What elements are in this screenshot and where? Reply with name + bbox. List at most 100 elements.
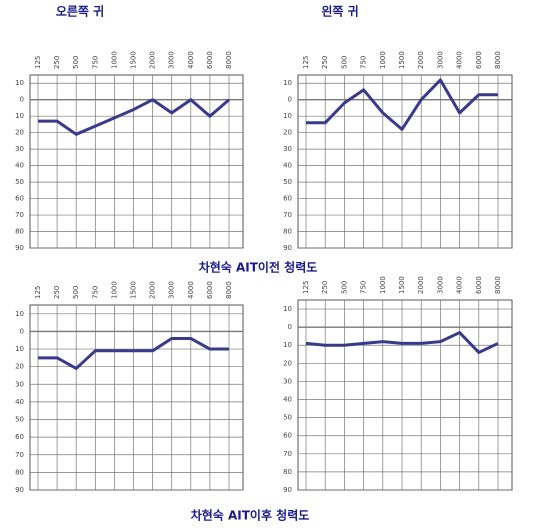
x-tick-label: 3000	[168, 51, 176, 69]
x-tick-label: 500	[340, 281, 348, 294]
x-tick-label: 3000	[168, 281, 176, 299]
y-tick-label: 10	[283, 341, 292, 349]
y-tick-label: 10	[283, 112, 292, 120]
x-tick-label: 6000	[475, 51, 483, 69]
x-tick-label: 1000	[379, 276, 387, 294]
x-tick-label: 750	[91, 56, 99, 69]
x-tick-label: 4000	[456, 51, 464, 69]
y-tick-label: 0	[20, 327, 24, 335]
y-tick-label: 40	[283, 396, 292, 404]
y-tick-label: 40	[283, 162, 292, 170]
column-heading: 오른쪽 귀	[56, 4, 104, 19]
y-tick-label: 80	[15, 468, 24, 476]
plot-frame	[297, 74, 513, 249]
plot-frame	[29, 304, 244, 491]
y-tick-label: 80	[283, 468, 292, 476]
x-tick-label: 750	[91, 286, 99, 299]
row-caption: 차현숙 AIT이전 청력도	[199, 260, 318, 275]
x-tick-label: 250	[321, 281, 329, 294]
y-tick-label: 50	[15, 416, 24, 424]
plot-frame	[29, 74, 244, 249]
y-tick-label: 90	[283, 244, 292, 252]
x-tick-label: 1000	[110, 51, 118, 69]
x-tick-label: 250	[321, 56, 329, 69]
y-tick-label: 20	[15, 129, 24, 137]
plot-frame	[297, 299, 513, 491]
y-tick-label: 10	[15, 112, 24, 120]
y-tick-label: 0	[288, 323, 292, 331]
hearing-line	[305, 331, 499, 354]
hearing-line	[306, 78, 498, 131]
y-tick-label: 20	[15, 363, 24, 371]
y-tick-label: 90	[15, 244, 24, 252]
x-tick-label: 3000	[436, 51, 444, 69]
y-tick-label: 80	[15, 228, 24, 236]
x-tick-label: 4000	[187, 51, 195, 69]
y-tick-label: 10	[283, 305, 292, 313]
x-tick-label: 500	[72, 286, 80, 299]
x-tick-label: 500	[72, 56, 80, 69]
y-tick-label: 60	[15, 433, 24, 441]
x-tick-label: 8000	[225, 51, 233, 69]
x-tick-label: 125	[302, 56, 310, 69]
y-tick-label: 10	[15, 345, 24, 353]
y-tick-label: 0	[20, 96, 24, 104]
y-tick-label: 10	[15, 310, 24, 318]
column-heading: 왼쪽 귀	[321, 4, 358, 19]
x-tick-label: 125	[302, 281, 310, 294]
x-tick-label: 4000	[456, 276, 464, 294]
x-tick-label: 8000	[225, 281, 233, 299]
y-tick-label: 40	[15, 162, 24, 170]
x-tick-label: 2000	[149, 51, 157, 69]
x-tick-label: 250	[53, 56, 61, 69]
x-tick-label: 500	[340, 56, 348, 69]
y-tick-label: 10	[283, 79, 292, 87]
y-tick-label: 80	[283, 228, 292, 236]
y-tick-label: 50	[15, 178, 24, 186]
x-tick-label: 6000	[475, 276, 483, 294]
y-tick-label: 70	[15, 451, 24, 459]
x-tick-label: 250	[53, 286, 61, 299]
x-tick-label: 750	[360, 281, 368, 294]
x-tick-label: 2000	[149, 281, 157, 299]
y-tick-label: 60	[15, 195, 24, 203]
x-tick-label: 125	[34, 286, 42, 299]
x-tick-label: 1500	[398, 51, 406, 69]
y-tick-label: 0	[288, 96, 292, 104]
y-tick-label: 60	[283, 195, 292, 203]
x-tick-label: 125	[34, 56, 42, 69]
x-tick-label: 3000	[436, 276, 444, 294]
y-tick-label: 90	[283, 486, 292, 494]
y-tick-label: 20	[283, 359, 292, 367]
x-tick-label: 6000	[206, 281, 214, 299]
hearing-line	[38, 98, 230, 136]
y-tick-label: 50	[283, 414, 292, 422]
y-tick-label: 90	[15, 486, 24, 494]
y-tick-label: 10	[15, 79, 24, 87]
y-tick-label: 30	[15, 380, 24, 388]
y-tick-label: 30	[283, 145, 292, 153]
hearing-line	[38, 336, 229, 370]
y-tick-label: 30	[15, 145, 24, 153]
y-tick-label: 50	[283, 178, 292, 186]
x-tick-label: 1000	[379, 51, 387, 69]
y-tick-label: 40	[15, 398, 24, 406]
y-tick-label: 70	[283, 211, 292, 219]
x-tick-label: 750	[360, 56, 368, 69]
x-tick-label: 1500	[130, 51, 138, 69]
x-tick-label: 2000	[417, 51, 425, 69]
y-tick-label: 70	[15, 211, 24, 219]
y-tick-label: 20	[283, 129, 292, 137]
x-tick-label: 4000	[187, 281, 195, 299]
x-tick-label: 2000	[417, 276, 425, 294]
x-tick-label: 8000	[494, 276, 502, 294]
x-tick-label: 6000	[206, 51, 214, 69]
y-tick-label: 30	[283, 377, 292, 385]
x-tick-label: 8000	[494, 51, 502, 69]
row-caption: 차현숙 AIT이후 청력도	[191, 508, 310, 523]
x-tick-label: 1500	[130, 281, 138, 299]
x-tick-label: 1000	[110, 281, 118, 299]
y-tick-label: 60	[283, 432, 292, 440]
y-tick-label: 70	[283, 450, 292, 458]
